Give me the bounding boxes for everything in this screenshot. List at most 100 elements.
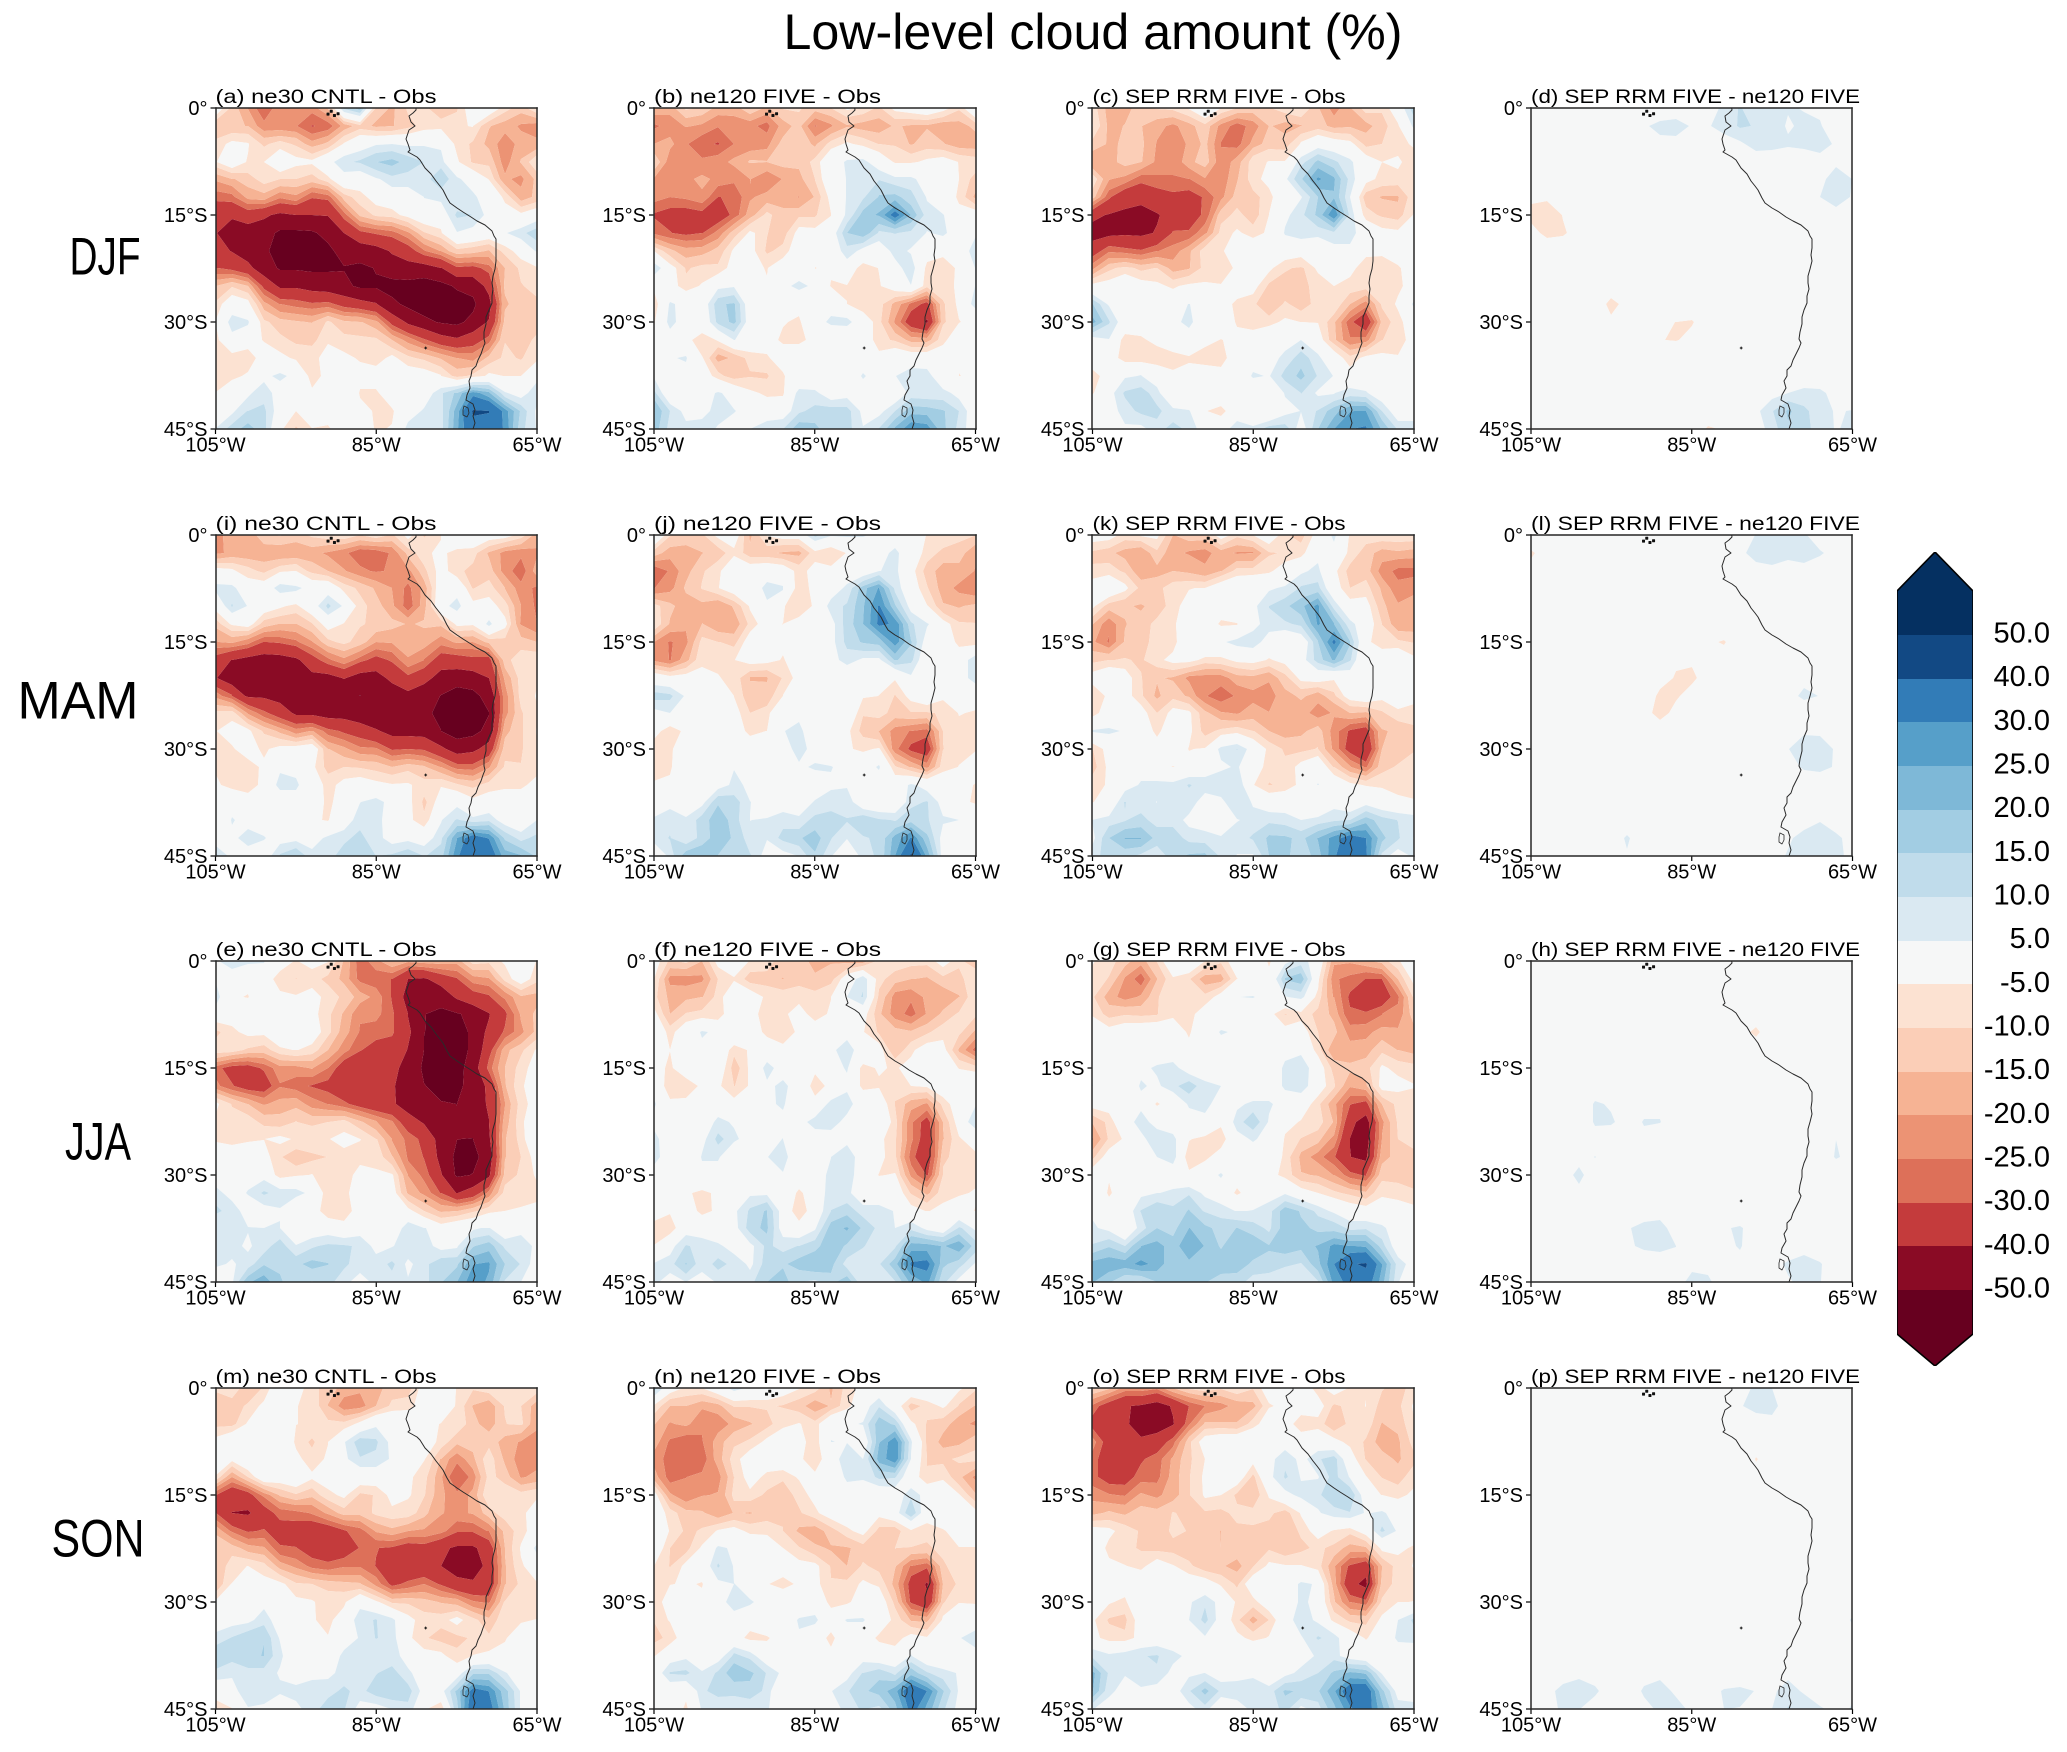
svg-text:65°W: 65°W (512, 1714, 561, 1736)
svg-text:30.0: 30.0 (1994, 705, 2050, 737)
svg-text:(o) SEP RRM FIVE - Obs: (o) SEP RRM FIVE - Obs (1093, 1366, 1346, 1388)
svg-text:15°S: 15°S (1479, 1485, 1523, 1507)
svg-text:85°W: 85°W (352, 861, 401, 883)
svg-text:Low-level cloud amount (%): Low-level cloud amount (%) (784, 4, 1403, 60)
svg-text:15°S: 15°S (1479, 1058, 1523, 1080)
svg-text:85°W: 85°W (1667, 434, 1716, 456)
svg-text:30°S: 30°S (164, 312, 208, 334)
svg-text:0°: 0° (1065, 951, 1084, 973)
svg-text:(i) ne30 CNTL - Obs: (i) ne30 CNTL - Obs (216, 513, 437, 535)
svg-text:65°W: 65°W (1828, 861, 1877, 883)
svg-text:105°W: 105°W (624, 434, 684, 456)
svg-text:65°W: 65°W (1828, 1714, 1877, 1736)
svg-text:25.0: 25.0 (1994, 748, 2050, 780)
svg-text:30°S: 30°S (602, 1165, 646, 1187)
svg-text:85°W: 85°W (1667, 1287, 1716, 1309)
svg-text:30°S: 30°S (1041, 1592, 1085, 1614)
svg-text:-20.0: -20.0 (1984, 1098, 2050, 1130)
svg-text:0°: 0° (1504, 98, 1523, 120)
svg-text:MAM: MAM (18, 672, 139, 731)
svg-text:45°S: 45°S (602, 1272, 646, 1294)
svg-text:85°W: 85°W (1229, 1714, 1278, 1736)
svg-text:15°S: 15°S (1041, 205, 1085, 227)
svg-text:(p) SEP RRM FIVE - ne120 FIVE: (p) SEP RRM FIVE - ne120 FIVE (1531, 1366, 1860, 1388)
svg-text:65°W: 65°W (1389, 861, 1438, 883)
svg-text:(n) ne120 FIVE - Obs: (n) ne120 FIVE - Obs (654, 1366, 881, 1388)
svg-text:85°W: 85°W (1229, 434, 1278, 456)
svg-text:45°S: 45°S (1479, 1272, 1523, 1294)
svg-text:(j) ne120 FIVE - Obs: (j) ne120 FIVE - Obs (654, 513, 881, 535)
svg-text:30°S: 30°S (1479, 312, 1523, 334)
svg-text:-40.0: -40.0 (1984, 1229, 2050, 1261)
svg-text:30°S: 30°S (1041, 739, 1085, 761)
svg-text:0°: 0° (188, 951, 207, 973)
svg-text:65°W: 65°W (1389, 1287, 1438, 1309)
svg-text:45°S: 45°S (164, 419, 208, 441)
svg-text:85°W: 85°W (352, 434, 401, 456)
svg-text:SON: SON (52, 1510, 145, 1569)
svg-text:85°W: 85°W (1667, 861, 1716, 883)
svg-text:15°S: 15°S (1041, 1058, 1085, 1080)
svg-text:(f) ne120 FIVE - Obs: (f) ne120 FIVE - Obs (654, 939, 881, 961)
svg-text:30°S: 30°S (602, 1592, 646, 1614)
svg-text:5.0: 5.0 (2010, 923, 2050, 955)
svg-text:105°W: 105°W (1501, 1287, 1561, 1309)
svg-text:65°W: 65°W (951, 1714, 1000, 1736)
svg-text:45°S: 45°S (1041, 846, 1085, 868)
svg-text:0°: 0° (627, 951, 646, 973)
svg-text:45°S: 45°S (1479, 419, 1523, 441)
svg-text:45°S: 45°S (602, 1699, 646, 1721)
svg-text:85°W: 85°W (1229, 861, 1278, 883)
svg-text:65°W: 65°W (512, 861, 561, 883)
svg-text:0°: 0° (1065, 98, 1084, 120)
svg-text:DJF: DJF (70, 228, 141, 287)
svg-text:0°: 0° (1504, 525, 1523, 547)
svg-text:105°W: 105°W (1501, 1714, 1561, 1736)
svg-text:105°W: 105°W (1501, 434, 1561, 456)
svg-text:0°: 0° (627, 525, 646, 547)
svg-text:45°S: 45°S (164, 1699, 208, 1721)
svg-text:45°S: 45°S (1479, 1699, 1523, 1721)
svg-text:30°S: 30°S (602, 312, 646, 334)
svg-text:0°: 0° (1504, 1378, 1523, 1400)
svg-text:15°S: 15°S (164, 1485, 208, 1507)
svg-text:45°S: 45°S (602, 846, 646, 868)
svg-text:(l) SEP RRM FIVE - ne120 FIVE: (l) SEP RRM FIVE - ne120 FIVE (1531, 513, 1860, 535)
svg-text:65°W: 65°W (951, 1287, 1000, 1309)
svg-text:85°W: 85°W (790, 1287, 839, 1309)
svg-text:45°S: 45°S (602, 419, 646, 441)
svg-text:85°W: 85°W (352, 1714, 401, 1736)
svg-text:45°S: 45°S (164, 846, 208, 868)
svg-text:(m) ne30 CNTL - Obs: (m) ne30 CNTL - Obs (216, 1366, 437, 1388)
svg-text:30°S: 30°S (1041, 1165, 1085, 1187)
svg-text:45°S: 45°S (1041, 1699, 1085, 1721)
svg-text:105°W: 105°W (1062, 1714, 1122, 1736)
svg-text:30°S: 30°S (1479, 1165, 1523, 1187)
svg-text:-30.0: -30.0 (1984, 1185, 2050, 1217)
svg-text:0°: 0° (627, 1378, 646, 1400)
svg-text:65°W: 65°W (1828, 1287, 1877, 1309)
svg-text:105°W: 105°W (624, 1714, 684, 1736)
svg-text:15°S: 15°S (602, 632, 646, 654)
svg-text:10.0: 10.0 (1994, 879, 2050, 911)
svg-text:15°S: 15°S (1041, 1485, 1085, 1507)
svg-text:20.0: 20.0 (1994, 792, 2050, 824)
svg-text:105°W: 105°W (1062, 1287, 1122, 1309)
svg-text:15°S: 15°S (602, 1485, 646, 1507)
svg-text:(d) SEP RRM FIVE - ne120 FIVE: (d) SEP RRM FIVE - ne120 FIVE (1531, 86, 1860, 108)
svg-text:(k) SEP RRM FIVE - Obs: (k) SEP RRM FIVE - Obs (1093, 513, 1346, 535)
svg-text:65°W: 65°W (512, 434, 561, 456)
svg-text:65°W: 65°W (1828, 434, 1877, 456)
svg-text:0°: 0° (1504, 951, 1523, 973)
svg-text:15°S: 15°S (164, 205, 208, 227)
svg-text:30°S: 30°S (1479, 1592, 1523, 1614)
svg-text:30°S: 30°S (164, 1165, 208, 1187)
svg-text:45°S: 45°S (1479, 846, 1523, 868)
svg-text:105°W: 105°W (185, 434, 245, 456)
svg-text:(h) SEP RRM FIVE - ne120 FIVE: (h) SEP RRM FIVE - ne120 FIVE (1531, 939, 1860, 961)
svg-text:30°S: 30°S (164, 739, 208, 761)
svg-text:JJA: JJA (65, 1113, 131, 1172)
svg-text:65°W: 65°W (951, 861, 1000, 883)
svg-text:(g) SEP RRM FIVE - Obs: (g) SEP RRM FIVE - Obs (1093, 939, 1346, 961)
svg-text:105°W: 105°W (624, 861, 684, 883)
